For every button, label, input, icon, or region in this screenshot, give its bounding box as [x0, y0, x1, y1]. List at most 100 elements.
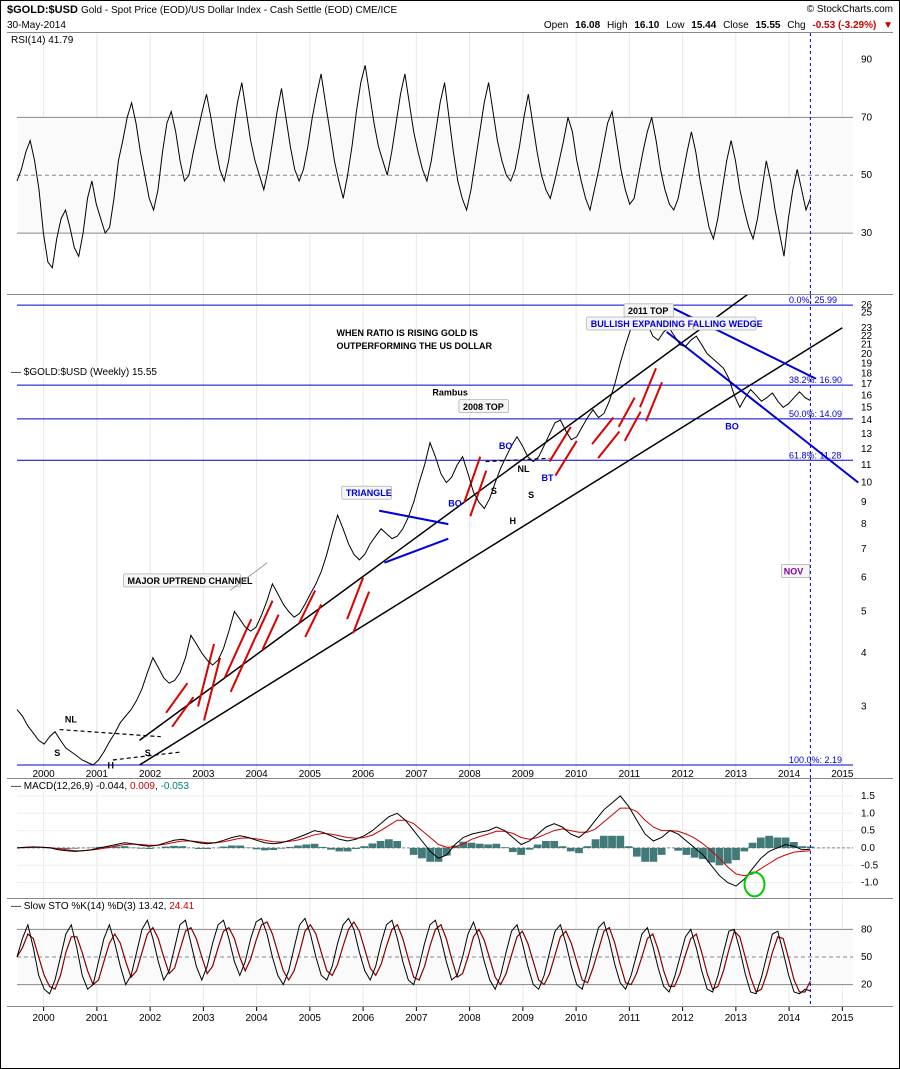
svg-text:S: S — [491, 486, 497, 496]
price-panel: — $GOLD:$USD (Weekly) 15.55 345678910111… — [7, 294, 893, 778]
stoch-panel: — Slow STO %K(14) %D(3) 13.42, 24.41 20 5… — [7, 898, 893, 1006]
macd-label-prefix: MACD(12,26,9) — [24, 781, 96, 792]
svg-text:MAJOR UPTREND CHANNEL: MAJOR UPTREND CHANNEL — [127, 576, 253, 586]
svg-text:S: S — [528, 490, 534, 500]
svg-text:WHEN RATIO IS RISING GOLD IS: WHEN RATIO IS RISING GOLD IS — [336, 328, 477, 338]
rsi-label: RSI(14) 41.79 — [9, 35, 75, 46]
xaxis-panel: 2000200120022003200420052006200720082009… — [7, 1006, 893, 1026]
svg-text:11: 11 — [861, 460, 872, 471]
svg-text:17: 17 — [861, 379, 873, 390]
svg-text:2000: 2000 — [32, 1013, 55, 1024]
svg-text:2003: 2003 — [192, 1013, 215, 1024]
close-label: Close — [723, 20, 749, 31]
open-label: Open — [544, 20, 568, 31]
svg-text:2014: 2014 — [778, 1013, 801, 1024]
svg-text:38.2%: 16.90: 38.2%: 16.90 — [789, 375, 842, 385]
svg-text:-1.0: -1.0 — [861, 878, 879, 889]
svg-text:2001: 2001 — [86, 1013, 109, 1024]
svg-text:10: 10 — [861, 478, 873, 489]
svg-text:12: 12 — [861, 444, 873, 455]
svg-text:2012: 2012 — [671, 1013, 694, 1024]
svg-text:50.0%: 14.09: 50.0%: 14.09 — [789, 409, 842, 419]
svg-text:S: S — [54, 748, 60, 758]
svg-text:9: 9 — [861, 497, 867, 508]
svg-text:H: H — [108, 760, 115, 770]
svg-text:5: 5 — [861, 607, 867, 618]
svg-text:20: 20 — [861, 980, 873, 991]
symbol: $GOLD:$USD — [7, 4, 78, 16]
stoch-chart: 20 50 80 — [7, 899, 893, 1007]
svg-text:3: 3 — [861, 701, 867, 712]
stoch-val2: 24.41 — [169, 901, 194, 912]
svg-text:23: 23 — [861, 323, 873, 334]
chart-date: 30-May-2014 — [7, 20, 66, 31]
svg-text:2005: 2005 — [299, 1013, 322, 1024]
chart-header: $GOLD:$USD Gold - Spot Price (EOD)/US Do… — [1, 1, 899, 19]
macd-label: — MACD(12,26,9) -0.044, 0.009, -0.053 — [9, 781, 191, 792]
chg-value: -0.53 (-3.29%) — [812, 20, 876, 31]
macd-val1: -0.044 — [96, 781, 124, 792]
xaxis: 2000200120022003200420052006200720082009… — [7, 1007, 893, 1027]
svg-text:BO: BO — [725, 422, 739, 432]
stoch-val1: 13.42 — [139, 901, 164, 912]
low-label: Low — [666, 20, 684, 31]
svg-text:1.0: 1.0 — [861, 808, 875, 819]
svg-text:BO: BO — [448, 498, 462, 508]
svg-text:2013: 2013 — [725, 1013, 748, 1024]
svg-text:8: 8 — [861, 519, 867, 530]
ohlc-row: Open 16.08 High 16.10 Low 15.44 Close 15… — [540, 20, 893, 31]
svg-text:2008 TOP: 2008 TOP — [463, 402, 504, 412]
svg-text:NL: NL — [518, 464, 530, 474]
stoch-label: — Slow STO %K(14) %D(3) 13.42, 24.41 — [9, 901, 196, 912]
svg-text:NL: NL — [65, 715, 77, 725]
svg-text:1.5: 1.5 — [861, 791, 875, 802]
svg-text:NOV: NOV — [784, 567, 804, 577]
svg-text:2007: 2007 — [405, 1013, 428, 1024]
svg-text:BULLISH EXPANDING FALLING WEDG: BULLISH EXPANDING FALLING WEDGE — [591, 319, 763, 329]
svg-text:13: 13 — [861, 429, 873, 440]
high-value: 16.10 — [634, 20, 659, 31]
svg-text:70: 70 — [861, 112, 873, 123]
price-label-text: $GOLD:$USD (Weekly) 15.55 — [24, 367, 157, 378]
stoch-label-prefix: Slow STO %K(14) %D(3) — [24, 901, 139, 912]
svg-text:BO: BO — [499, 441, 512, 451]
low-value: 15.44 — [691, 20, 716, 31]
svg-text:2002: 2002 — [139, 1013, 162, 1024]
svg-text:2015: 2015 — [831, 1013, 854, 1024]
svg-text:2004: 2004 — [245, 1013, 268, 1024]
macd-val3: -0.053 — [161, 781, 189, 792]
svg-text:H: H — [510, 516, 516, 526]
svg-text:Rambus: Rambus — [432, 387, 468, 397]
svg-text:90: 90 — [861, 54, 873, 65]
svg-text:26: 26 — [861, 300, 873, 311]
svg-text:19: 19 — [861, 358, 873, 369]
rsi-chart: 30507090 — [7, 33, 893, 295]
symbol-description: Gold - Spot Price (EOD)/US Dollar Index … — [81, 5, 397, 16]
svg-text:100.0%: 2.19: 100.0%: 2.19 — [789, 755, 842, 765]
svg-text:BT: BT — [541, 473, 553, 483]
svg-text:0.0%: 25.99: 0.0%: 25.99 — [789, 295, 837, 305]
svg-text:7: 7 — [861, 544, 867, 555]
svg-text:2011: 2011 — [619, 1013, 641, 1024]
svg-text:TRIANGLE: TRIANGLE — [346, 488, 392, 498]
svg-text:18: 18 — [861, 368, 873, 379]
svg-text:-0.5: -0.5 — [861, 860, 879, 871]
svg-text:OUTPERFORMING THE US DOLLAR: OUTPERFORMING THE US DOLLAR — [336, 341, 492, 351]
svg-text:15: 15 — [861, 402, 873, 413]
svg-text:50: 50 — [861, 952, 873, 963]
chg-label: Chg — [787, 20, 805, 31]
svg-text:16: 16 — [861, 390, 873, 401]
svg-text:80: 80 — [861, 924, 873, 935]
svg-text:2011 TOP: 2011 TOP — [628, 306, 668, 316]
svg-text:6: 6 — [861, 573, 867, 584]
header-left: $GOLD:$USD Gold - Spot Price (EOD)/US Do… — [7, 4, 397, 16]
down-arrow-icon: ▼ — [883, 20, 893, 31]
macd-val2: 0.009 — [130, 781, 155, 792]
macd-chart: -1.0-0.50.00.51.01.5 — [7, 779, 893, 899]
high-label: High — [607, 20, 628, 31]
svg-text:61.8%: 11.28: 61.8%: 11.28 — [789, 450, 841, 460]
close-value: 15.55 — [755, 20, 780, 31]
chart-container: $GOLD:$USD Gold - Spot Price (EOD)/US Do… — [0, 0, 900, 1069]
svg-text:S: S — [145, 748, 151, 758]
chart-subheader: 30-May-2014 Open 16.08 High 16.10 Low 15… — [1, 19, 899, 32]
